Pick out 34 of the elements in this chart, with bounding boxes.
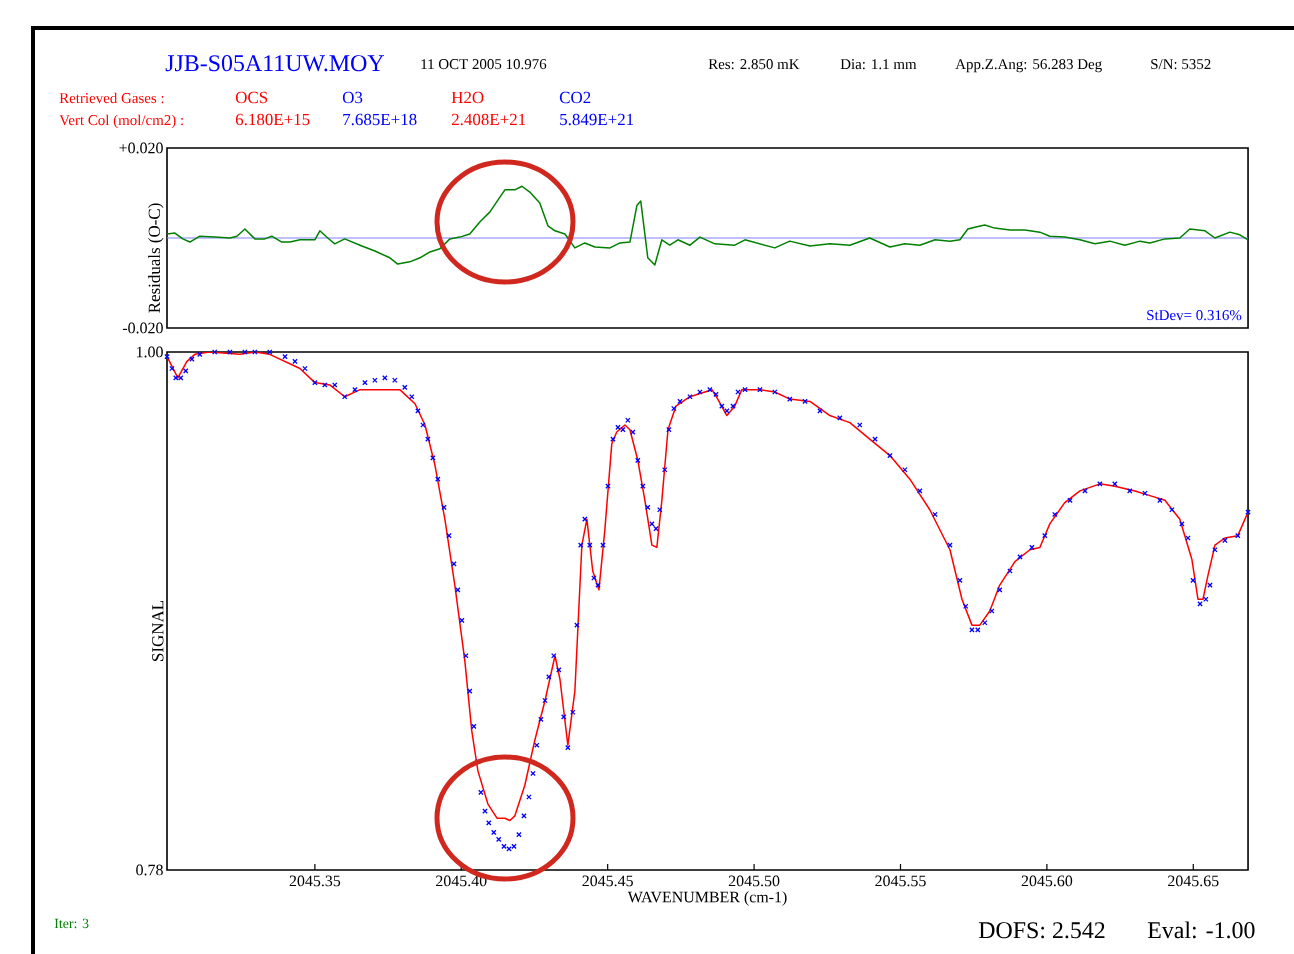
text: 2.408E+21 (451, 113, 526, 126)
text: Vert Col (mol/cm2) : (59, 114, 183, 129)
x-tick-label: 2045.45 (582, 875, 633, 887)
text: Res: 2.850 mK (708, 59, 800, 70)
text: Eval: -1.00 (1147, 921, 1255, 939)
x-tick-label: 2045.50 (728, 875, 780, 887)
text: 6.180E+15 (235, 113, 310, 126)
text: App.Z.Ang: 56.283 Deg (955, 59, 1102, 73)
x-tick-label: 2045.55 (875, 875, 926, 887)
text: S/N: 5352 (1151, 59, 1211, 70)
y-tick-label: +0.020 (119, 142, 163, 154)
x-tick-label: 2045.65 (1168, 875, 1219, 887)
text: 5.849E+21 (560, 113, 634, 126)
x-axis-title: WAVENUMBER (cm-1) (627, 891, 787, 906)
y-axis-title: SIGNAL (152, 600, 164, 661)
text: Iter: 3 (54, 918, 89, 929)
text: Retrieved Gases : (59, 92, 164, 104)
x-tick-label: 2045.40 (436, 875, 487, 887)
y-axis-title: Residuals (O-C) (148, 203, 164, 313)
y-tick-label: 1.00 (136, 346, 163, 358)
x-tick-label: 2045.35 (289, 875, 341, 887)
text: OCS (235, 91, 268, 104)
text: O3 (342, 91, 363, 104)
annotation: StDev= 0.316% (1147, 310, 1242, 321)
text: Dia: 1.1 mm (840, 59, 917, 70)
text: DOFS: 2.542 (978, 922, 1105, 939)
x-tick-label: 2045.60 (1021, 875, 1073, 887)
y-tick-label: 0.78 (136, 864, 163, 876)
text: CO2 (559, 91, 591, 104)
text: H2O (451, 91, 484, 104)
y-tick-label: -0.020 (122, 322, 163, 334)
text: 7.685E+18 (343, 113, 417, 126)
chart-title: JJB-S05A11UW.MOY (165, 55, 385, 72)
text: 11 OCT 2005 10.976 (421, 59, 547, 70)
